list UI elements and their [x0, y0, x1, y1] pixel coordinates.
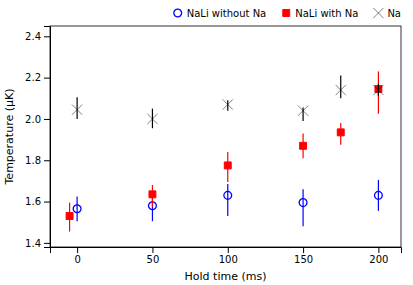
tick-mark: [44, 36, 50, 37]
legend: NaLi without Na NaLi with Na Na: [174, 8, 401, 19]
point: [374, 191, 382, 199]
series: [66, 71, 382, 231]
tick: 50: [147, 247, 160, 265]
error-bar: [340, 76, 341, 99]
tick-label: 2.0: [25, 114, 41, 125]
legend-symbol: [373, 8, 383, 18]
tick: 2.2: [25, 72, 50, 83]
tick-label: 0: [74, 254, 80, 265]
tick-label: 1.6: [25, 196, 41, 207]
point: [223, 99, 233, 109]
tick-mark: [44, 202, 50, 203]
tick-label: 200: [369, 254, 388, 265]
point: [149, 191, 156, 198]
error-bar: [227, 184, 228, 216]
tick-mark: [303, 247, 304, 253]
tick-mark: [378, 247, 379, 253]
tick-label: 2.4: [25, 31, 41, 42]
series: [72, 76, 384, 129]
point: [66, 213, 73, 220]
tick-mark: [228, 247, 229, 253]
tick-label: 1.8: [25, 155, 41, 166]
error-bar: [77, 97, 78, 119]
tick-mark: [77, 247, 78, 253]
tick: 2.4: [25, 31, 50, 42]
point: [72, 105, 82, 115]
x-axis: 0 50 100 150 200: [51, 247, 402, 265]
error-bar: [227, 100, 228, 110]
legend-label: NaLi without Na: [187, 8, 267, 19]
point: [373, 85, 383, 95]
tick-mark: [44, 160, 50, 161]
axis-line: [51, 248, 402, 254]
x-axis-title: Hold time (ms): [185, 270, 267, 283]
tick: 1.6: [25, 196, 50, 207]
point: [73, 205, 81, 213]
legend-item: NaLi without Na: [174, 8, 266, 19]
error-bar: [378, 180, 379, 211]
tick-mark: [152, 247, 153, 253]
tick: 200: [369, 247, 388, 265]
tick-mark: [44, 119, 50, 120]
legend-label: Na: [387, 8, 401, 19]
plot-frame: [50, 26, 401, 247]
plot: 0 50 100 150 200 1.4 1.6 1.8 2.0 2.2 2.4: [25, 26, 401, 265]
error-bar: [77, 196, 78, 221]
point: [300, 142, 307, 149]
point: [298, 106, 308, 116]
legend-item: Na: [373, 8, 401, 19]
point: [337, 129, 344, 136]
tick: 1.4: [25, 238, 50, 249]
chart: 0 50 100 150 200 1.4 1.6 1.8 2.0 2.2 2.4 Hold time …: [0, 0, 413, 285]
tick: 100: [219, 247, 238, 265]
legend-symbol: [174, 9, 182, 17]
tick-label: 100: [219, 254, 238, 265]
error-bar: [302, 108, 303, 121]
legend-symbol: [283, 10, 290, 17]
tick: 150: [294, 247, 313, 265]
tick-mark: [44, 78, 50, 79]
axis-line: [44, 27, 51, 248]
legend-label: NaLi with Na: [295, 8, 358, 19]
series: [73, 180, 382, 226]
tick-label: 150: [294, 254, 313, 265]
tick-label: 50: [147, 254, 160, 265]
data: [66, 71, 383, 231]
point: [224, 162, 231, 169]
legend-item: NaLi with Na: [283, 8, 359, 19]
point: [336, 85, 346, 95]
tick: 1.8: [25, 155, 50, 166]
tick: 2.0: [25, 114, 50, 125]
point: [224, 191, 232, 199]
y-axis: 1.4 1.6 1.8 2.0 2.2 2.4: [25, 27, 50, 249]
error-bar: [378, 71, 379, 113]
tick-label: 2.2: [25, 72, 41, 83]
point: [299, 199, 307, 207]
error-bar: [302, 189, 303, 226]
tick-label: 1.4: [25, 238, 41, 249]
point: [147, 114, 157, 124]
tick: 0: [74, 247, 80, 265]
tick-mark: [44, 243, 50, 244]
y-axis-title: Temperature (μK): [3, 89, 16, 186]
